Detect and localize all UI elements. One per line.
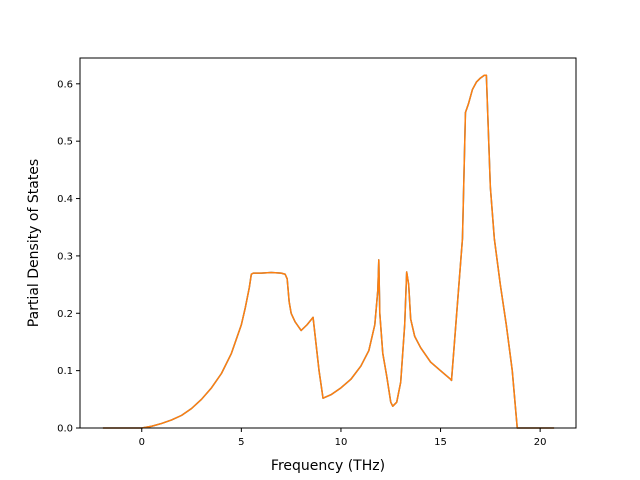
x-tick-label: 5 (238, 437, 244, 448)
x-ticks: 0 5 10 15 20 (139, 428, 547, 448)
x-tick-label: 20 (534, 437, 547, 448)
y-tick-label: 0.0 (57, 424, 73, 435)
y-axis-label: Partial Density of States (26, 159, 42, 327)
y-tick-label: 0.4 (57, 194, 73, 205)
y-ticks: 0.0 0.1 0.2 0.3 0.4 0.5 0.6 (57, 79, 80, 435)
y-tick-label: 0.5 (57, 137, 73, 148)
y-tick-label: 0.1 (57, 366, 73, 377)
series-line-2 (102, 74, 555, 429)
plot-frame (79, 57, 577, 429)
series-line-1 (102, 74, 555, 429)
x-tick-label: 10 (335, 437, 348, 448)
x-tick-label: 15 (434, 437, 447, 448)
series-layer (102, 74, 555, 429)
y-tick-label: 0.3 (57, 251, 73, 262)
x-axis-label: Frequency (THz) (271, 458, 385, 474)
x-tick-label: 0 (139, 437, 145, 448)
y-tick-label: 0.6 (57, 79, 73, 90)
y-tick-label: 0.2 (57, 309, 73, 320)
